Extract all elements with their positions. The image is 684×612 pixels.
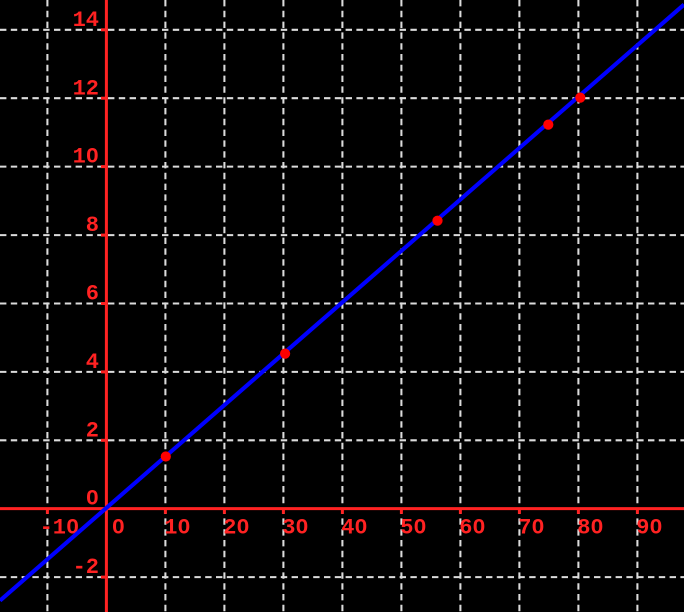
svg-text:70: 70 <box>518 515 544 540</box>
svg-text:10: 10 <box>164 515 190 540</box>
svg-text:-2: -2 <box>73 555 99 580</box>
svg-text:4: 4 <box>86 350 99 375</box>
svg-text:40: 40 <box>341 515 367 540</box>
svg-text:60: 60 <box>459 515 485 540</box>
svg-text:8: 8 <box>86 213 99 238</box>
svg-text:14: 14 <box>73 8 99 33</box>
svg-text:0: 0 <box>86 487 99 512</box>
svg-text:2: 2 <box>86 418 99 443</box>
svg-text:0: 0 <box>112 515 125 540</box>
svg-text:6: 6 <box>86 282 99 307</box>
svg-text:12: 12 <box>73 76 99 101</box>
svg-text:10: 10 <box>73 145 99 170</box>
svg-text:30: 30 <box>282 515 308 540</box>
svg-text:50: 50 <box>400 515 426 540</box>
svg-text:90: 90 <box>636 515 662 540</box>
svg-text:20: 20 <box>223 515 249 540</box>
svg-text:80: 80 <box>577 515 603 540</box>
